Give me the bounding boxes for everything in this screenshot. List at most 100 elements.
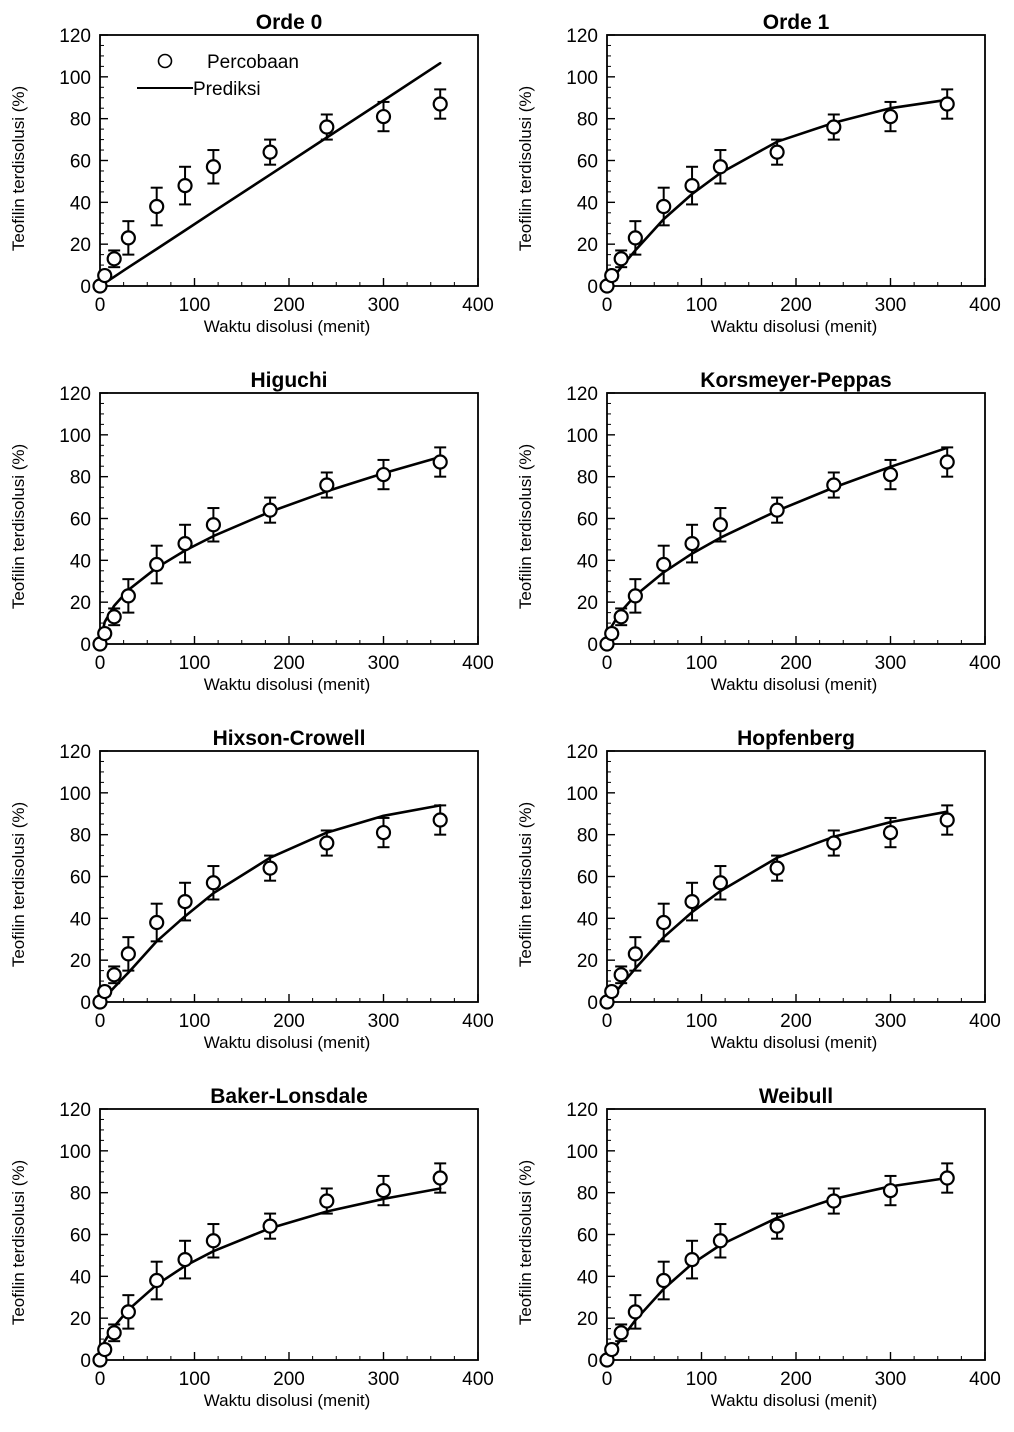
chart-title: Weibull [759, 1085, 833, 1108]
y-tick-label: 40 [70, 551, 91, 572]
x-axis-label: Waktu disolusi (menit) [204, 1033, 371, 1052]
chart-svg: Hopfenberg 0 20 40 60 80 100 120 0 100 200 300 400 Wa… [516, 727, 1001, 1052]
y-tick-label: 0 [587, 993, 598, 1014]
plot-frame [606, 750, 986, 1003]
data-point [120, 946, 136, 962]
data-point [712, 1233, 728, 1249]
data-point [882, 824, 899, 841]
chart-svg: Weibull 0 20 40 60 80 100 120 0 100 200 300 400 Waktu… [516, 1085, 1001, 1410]
data-point [375, 108, 392, 125]
data-point [604, 267, 620, 284]
chart-panel: Orde 0 0 20 40 60 80 100 120 0 100 200 300 400 Waktu … [0, 0, 507, 358]
data-point [205, 875, 221, 891]
chart-svg: Higuchi 0 20 40 60 80 100 120 0 100 200 300 400 Waktu… [9, 369, 494, 694]
data-point [177, 894, 193, 910]
x-tick-label: 400 [969, 1369, 1001, 1390]
y-tick-label: 120 [59, 384, 91, 405]
data-point [826, 119, 842, 135]
chart-title: Orde 1 [763, 11, 830, 34]
data-point [769, 1218, 785, 1234]
y-tick-label: 0 [80, 635, 91, 656]
x-tick-label: 100 [179, 653, 211, 674]
chart-panel: Hopfenberg 0 20 40 60 80 100 120 0 100 200 300 400 Wa… [507, 716, 1014, 1074]
y-tick-label: 80 [577, 468, 598, 489]
data-point [262, 860, 278, 876]
x-tick-label: 100 [179, 1369, 211, 1390]
y-tick-label: 0 [587, 1351, 598, 1372]
data-point [262, 1218, 278, 1234]
y-tick-label: 60 [577, 152, 598, 173]
x-tick-label: 400 [969, 1011, 1001, 1032]
data-point [604, 1341, 620, 1358]
x-tick-label: 200 [780, 1011, 812, 1032]
data-point [149, 1272, 165, 1289]
y-tick-label: 60 [577, 510, 598, 531]
x-tick-label: 300 [875, 653, 907, 674]
data-point [432, 454, 448, 470]
x-tick-label: 300 [875, 1369, 907, 1390]
data-point [712, 159, 728, 175]
y-tick-label: 120 [566, 384, 598, 405]
y-tick-label: 80 [70, 826, 91, 847]
y-tick-label: 40 [577, 909, 598, 930]
prediction-line [605, 98, 949, 288]
y-tick-label: 100 [59, 426, 91, 447]
data-point [319, 1193, 335, 1209]
y-tick-label: 60 [70, 868, 91, 889]
data-point [769, 144, 785, 160]
data-point [684, 536, 700, 552]
data-point [205, 1233, 221, 1249]
prediction-line [98, 455, 442, 646]
x-tick-label: 400 [462, 1369, 494, 1390]
y-tick-label: 100 [566, 1142, 598, 1163]
y-axis-label: Teofilin terdisolusi (%) [516, 86, 535, 251]
x-tick-label: 0 [95, 1011, 106, 1032]
data-point [375, 824, 392, 841]
data-point [120, 1304, 136, 1320]
x-axis-label: Waktu disolusi (menit) [711, 1391, 878, 1410]
data-point [177, 1252, 193, 1268]
x-tick-label: 200 [273, 1369, 305, 1390]
y-tick-label: 20 [577, 235, 598, 256]
data-point [826, 835, 842, 851]
x-tick-label: 100 [179, 295, 211, 316]
y-tick-label: 0 [587, 635, 598, 656]
data-point [205, 517, 221, 533]
data-point [826, 1193, 842, 1209]
data-point [712, 517, 728, 533]
y-tick-label: 120 [566, 26, 598, 47]
data-point [106, 967, 122, 983]
data-point [120, 588, 136, 604]
y-axis-label: Teofilin terdisolusi (%) [9, 1160, 28, 1325]
y-tick-label: 120 [59, 1100, 91, 1121]
x-tick-label: 200 [780, 653, 812, 674]
y-tick-label: 120 [566, 742, 598, 763]
y-tick-label: 20 [577, 1309, 598, 1330]
y-tick-label: 120 [566, 1100, 598, 1121]
x-tick-label: 100 [686, 1369, 718, 1390]
x-tick-label: 0 [602, 1011, 613, 1032]
x-tick-label: 100 [686, 653, 718, 674]
data-point [149, 914, 165, 931]
y-tick-label: 20 [577, 593, 598, 614]
y-tick-label: 40 [577, 193, 598, 214]
y-tick-label: 120 [59, 742, 91, 763]
y-tick-label: 100 [566, 784, 598, 805]
data-point [684, 178, 700, 194]
data-point [769, 860, 785, 876]
y-tick-label: 80 [577, 826, 598, 847]
data-point [613, 967, 629, 983]
x-tick-label: 200 [273, 1011, 305, 1032]
data-point [684, 1252, 700, 1268]
data-point [684, 894, 700, 910]
y-tick-label: 100 [566, 426, 598, 447]
prediction-line [605, 810, 949, 1004]
x-tick-label: 400 [462, 295, 494, 316]
y-tick-label: 60 [70, 510, 91, 531]
data-point [627, 588, 643, 604]
data-point [177, 536, 193, 552]
x-tick-label: 300 [368, 1011, 400, 1032]
data-point [939, 96, 955, 112]
plot-frame [99, 1108, 479, 1361]
